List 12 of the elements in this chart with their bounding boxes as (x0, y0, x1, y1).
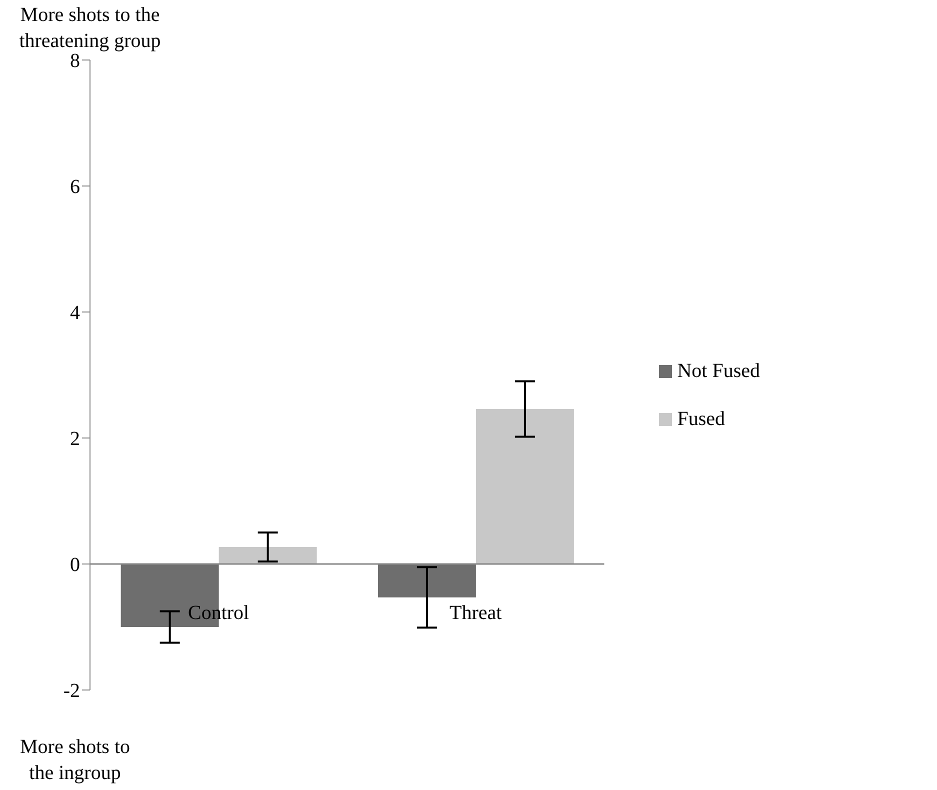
x-tick-label: Threat (450, 602, 502, 624)
legend-label: Not Fused (677, 359, 760, 384)
legend-label: Fused (677, 407, 725, 432)
y-tick-label: 2 (70, 428, 80, 450)
y-tick-label: -2 (63, 680, 80, 702)
text: More shots to the ingroup (19, 735, 131, 786)
y-tick-label: 0 (70, 554, 80, 576)
bar (476, 409, 574, 564)
y-tick-label: 6 (70, 176, 80, 198)
bar (378, 564, 476, 598)
bar (218, 546, 317, 564)
y-tick-label: 4 (70, 302, 80, 324)
